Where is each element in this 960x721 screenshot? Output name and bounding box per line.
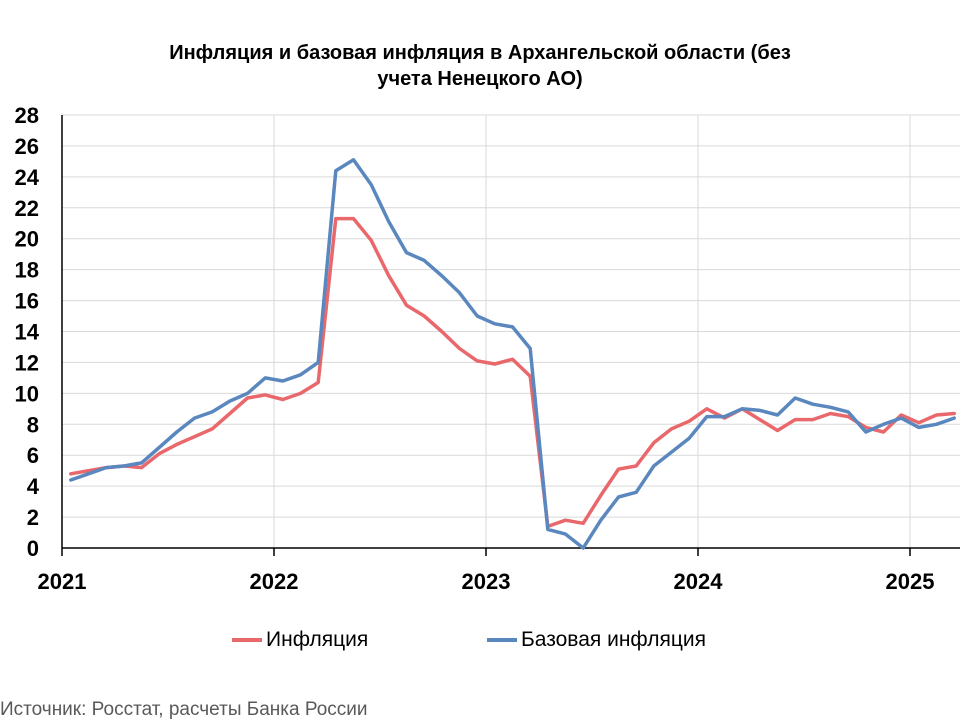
legend-label-core-inflation: Базовая инфляция [521, 628, 707, 651]
y-tick-label: 2 [27, 505, 39, 530]
y-tick-label: 26 [15, 134, 39, 159]
x-tick-label: 2025 [886, 569, 935, 594]
y-tick-label: 16 [15, 289, 39, 314]
y-tick-label: 18 [15, 258, 39, 283]
legend-swatch-core-inflation [487, 638, 517, 642]
x-tick-label: 2021 [38, 569, 87, 594]
source-note: Источник: Росстат, расчеты Банка России [0, 699, 368, 720]
y-tick-label: 4 [27, 474, 40, 499]
series-line-inflation [69, 216, 956, 529]
x-tick-label: 2022 [250, 569, 299, 594]
legend-swatch-inflation [232, 638, 262, 642]
chart-title: Инфляция и базовая инфляция в Архангельс… [0, 40, 960, 92]
y-tick-label: 12 [15, 350, 39, 375]
y-tick-label: 28 [15, 103, 39, 128]
y-tick-label: 6 [27, 443, 39, 468]
y-tick-label: 8 [27, 412, 39, 437]
y-tick-label: 20 [15, 227, 39, 252]
y-tick-label: 22 [15, 196, 39, 221]
y-tick-label: 24 [15, 165, 40, 190]
y-tick-label: 14 [15, 320, 40, 345]
legend-item-inflation: Инфляция [232, 628, 368, 652]
legend-label-inflation: Инфляция [266, 628, 369, 651]
chart-title-line-1: Инфляция и базовая инфляция в Архангельс… [169, 42, 791, 64]
series-line-core-inflation [69, 158, 956, 550]
x-tick-label: 2023 [462, 569, 511, 594]
y-tick-label: 10 [15, 381, 39, 406]
chart-title-line-2: учета Ненецкого АО) [377, 68, 583, 90]
legend-item-core-inflation: Базовая инфляция [487, 628, 706, 652]
x-tick-label: 2024 [674, 569, 724, 594]
chart-legend: Инфляция Базовая инфляция [0, 628, 960, 658]
y-tick-label: 0 [27, 536, 39, 561]
